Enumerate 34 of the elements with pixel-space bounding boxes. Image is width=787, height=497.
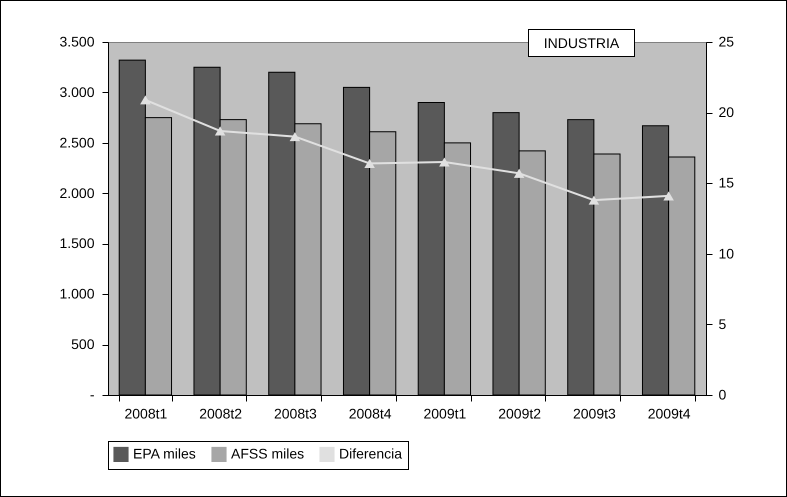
y2-tick-label: 25: [718, 34, 734, 50]
point: [140, 95, 151, 104]
chart-title: INDUSTRIA: [528, 29, 635, 57]
x-tick-label: 2008t3: [274, 406, 317, 422]
y-tick-label: 1.000: [59, 286, 95, 302]
y-tick-label: 2.500: [59, 134, 95, 150]
y2-tick-label: 10: [718, 245, 734, 262]
x-tick-label: 2009t3: [572, 406, 616, 422]
y2-tick-label: 5: [718, 316, 726, 332]
legend-label: EPA miles: [133, 445, 196, 462]
x-tick-label: 2009t2: [498, 406, 542, 422]
y-tick-label: 500: [71, 336, 95, 352]
y-tick-label: 2.000: [59, 184, 95, 201]
y-tick-label: -: [90, 386, 95, 402]
point: [439, 157, 450, 167]
x-tick-label: 2009t1: [423, 406, 466, 422]
y-tick-label: 3.000: [59, 84, 95, 100]
y-tick-label: 3.500: [59, 34, 95, 50]
y2-tick-label: 15: [718, 174, 734, 191]
point: [514, 168, 524, 178]
legend-label: AFSS miles: [231, 445, 304, 462]
x-tick-label: 2009t4: [648, 406, 691, 422]
y2-tick-label: 20: [718, 104, 734, 120]
point: [364, 158, 375, 168]
legend-label: Diferencia: [339, 445, 402, 462]
y2-tick-label: 0: [718, 386, 726, 402]
point: [588, 196, 600, 205]
point: [663, 191, 674, 200]
point: [214, 126, 226, 136]
x-tick-label: 2008t1: [124, 406, 168, 422]
x-tick-label: 2008t2: [199, 406, 242, 422]
point: [290, 132, 300, 142]
x-tick-label: 2008t4: [348, 406, 392, 422]
y-tick-label: 1.500: [59, 235, 95, 252]
